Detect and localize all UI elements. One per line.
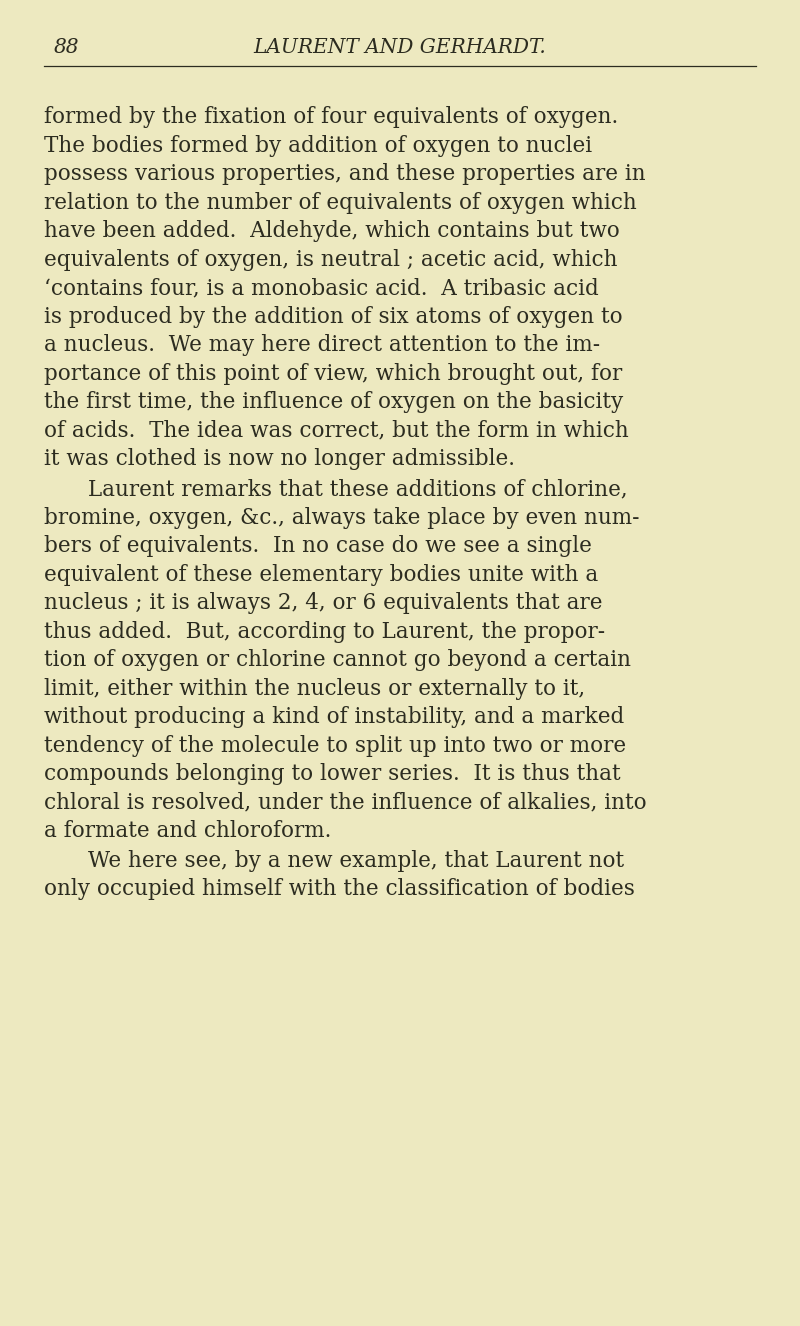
Text: possess various properties, and these properties are in: possess various properties, and these pr… xyxy=(44,163,646,186)
Text: compounds belonging to lower series.  It is thus that: compounds belonging to lower series. It … xyxy=(44,762,621,785)
Text: Laurent remarks that these additions of chlorine,: Laurent remarks that these additions of … xyxy=(88,477,628,500)
Text: formed by the fixation of four equivalents of oxygen.: formed by the fixation of four equivalen… xyxy=(44,106,618,129)
Text: without producing a kind of instability, and a marked: without producing a kind of instability,… xyxy=(44,705,624,728)
Text: We here see, by a new example, that Laurent not: We here see, by a new example, that Laur… xyxy=(88,850,624,873)
Text: ‘contains four, is a monobasic acid.  A tribasic acid: ‘contains four, is a monobasic acid. A t… xyxy=(44,277,598,300)
Text: equivalents of oxygen, is neutral ; acetic acid, which: equivalents of oxygen, is neutral ; acet… xyxy=(44,248,618,271)
Text: chloral is resolved, under the influence of alkalies, into: chloral is resolved, under the influence… xyxy=(44,792,646,814)
Text: a nucleus.  We may here direct attention to the im-: a nucleus. We may here direct attention … xyxy=(44,334,600,357)
Text: The bodies formed by addition of oxygen to nuclei: The bodies formed by addition of oxygen … xyxy=(44,134,592,156)
Text: thus added.  But, according to Laurent, the propor-: thus added. But, according to Laurent, t… xyxy=(44,621,605,643)
Text: 88: 88 xyxy=(54,38,79,57)
Text: equivalent of these elementary bodies unite with a: equivalent of these elementary bodies un… xyxy=(44,564,598,586)
Text: tion of oxygen or chlorine cannot go beyond a certain: tion of oxygen or chlorine cannot go bey… xyxy=(44,648,631,671)
Text: limit, either within the nucleus or externally to it,: limit, either within the nucleus or exte… xyxy=(44,678,585,700)
Text: bromine, oxygen, &c., always take place by even num-: bromine, oxygen, &c., always take place … xyxy=(44,507,639,529)
Text: it was clothed is now no longer admissible.: it was clothed is now no longer admissib… xyxy=(44,448,515,471)
Text: bers of equivalents.  In no case do we see a single: bers of equivalents. In no case do we se… xyxy=(44,534,592,557)
Text: a formate and chloroform.: a formate and chloroform. xyxy=(44,819,331,842)
Text: relation to the number of equivalents of oxygen which: relation to the number of equivalents of… xyxy=(44,191,637,213)
Text: is produced by the addition of six atoms of oxygen to: is produced by the addition of six atoms… xyxy=(44,305,622,328)
Text: the first time, the influence of oxygen on the basicity: the first time, the influence of oxygen … xyxy=(44,391,623,414)
Text: of acids.  The idea was correct, but the form in which: of acids. The idea was correct, but the … xyxy=(44,419,629,442)
Text: nucleus ; it is always 2, 4, or 6 equivalents that are: nucleus ; it is always 2, 4, or 6 equiva… xyxy=(44,591,602,614)
Text: tendency of the molecule to split up into two or more: tendency of the molecule to split up int… xyxy=(44,735,626,757)
Text: LAURENT AND GERHARDT.: LAURENT AND GERHARDT. xyxy=(254,38,546,57)
Text: portance of this point of view, which brought out, for: portance of this point of view, which br… xyxy=(44,362,622,385)
Text: only occupied himself with the classification of bodies: only occupied himself with the classific… xyxy=(44,878,635,900)
Text: have been added.  Aldehyde, which contains but two: have been added. Aldehyde, which contain… xyxy=(44,220,620,243)
